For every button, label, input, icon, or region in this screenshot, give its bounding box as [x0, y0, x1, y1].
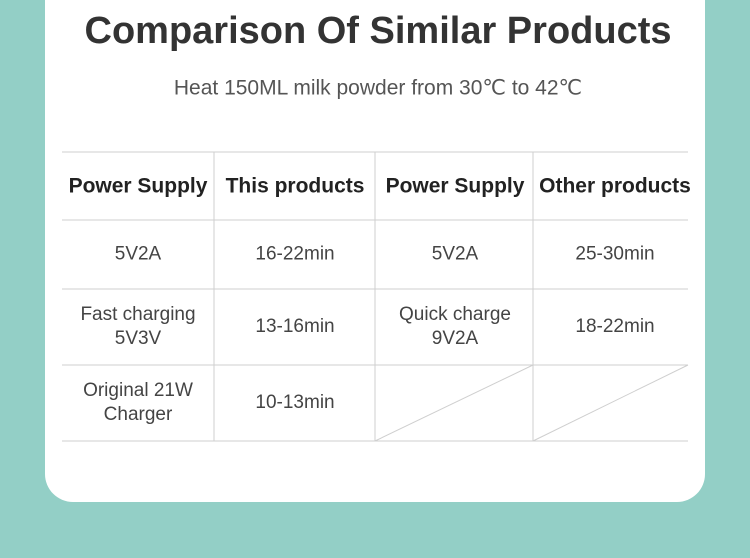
cell-text: Original 21W — [83, 380, 193, 401]
table: Power Supply This products Power Supply Oth… — [62, 151, 691, 442]
cell-text: 9V2A — [432, 328, 479, 349]
cell-text: 18-22min — [575, 316, 654, 337]
title: Comparison Of Similar Products — [85, 10, 672, 52]
column-header: Power Supply — [386, 175, 525, 198]
cell-text: 16-22min — [255, 244, 334, 265]
cell-text: Quick charge — [399, 304, 511, 325]
empty-cell-diagonal — [374, 364, 534, 442]
cell-text: 5V3V — [115, 328, 162, 349]
cell-text: 5V2A — [115, 244, 162, 265]
cell-text: Fast charging — [80, 304, 195, 325]
cell-text: 5V2A — [432, 244, 479, 265]
column-header: Other products — [539, 175, 691, 198]
subtitle: Heat 150ML milk powder from 30℃ to 42℃ — [174, 77, 582, 100]
column-header: This products — [226, 175, 365, 198]
cell-text: 25-30min — [575, 244, 654, 265]
empty-cell-diagonal — [532, 364, 689, 442]
column-header: Power Supply — [69, 175, 208, 198]
cell-text: 13-16min — [255, 316, 334, 337]
cell-text: 10-13min — [255, 392, 334, 413]
cell-text: Charger — [104, 404, 173, 425]
